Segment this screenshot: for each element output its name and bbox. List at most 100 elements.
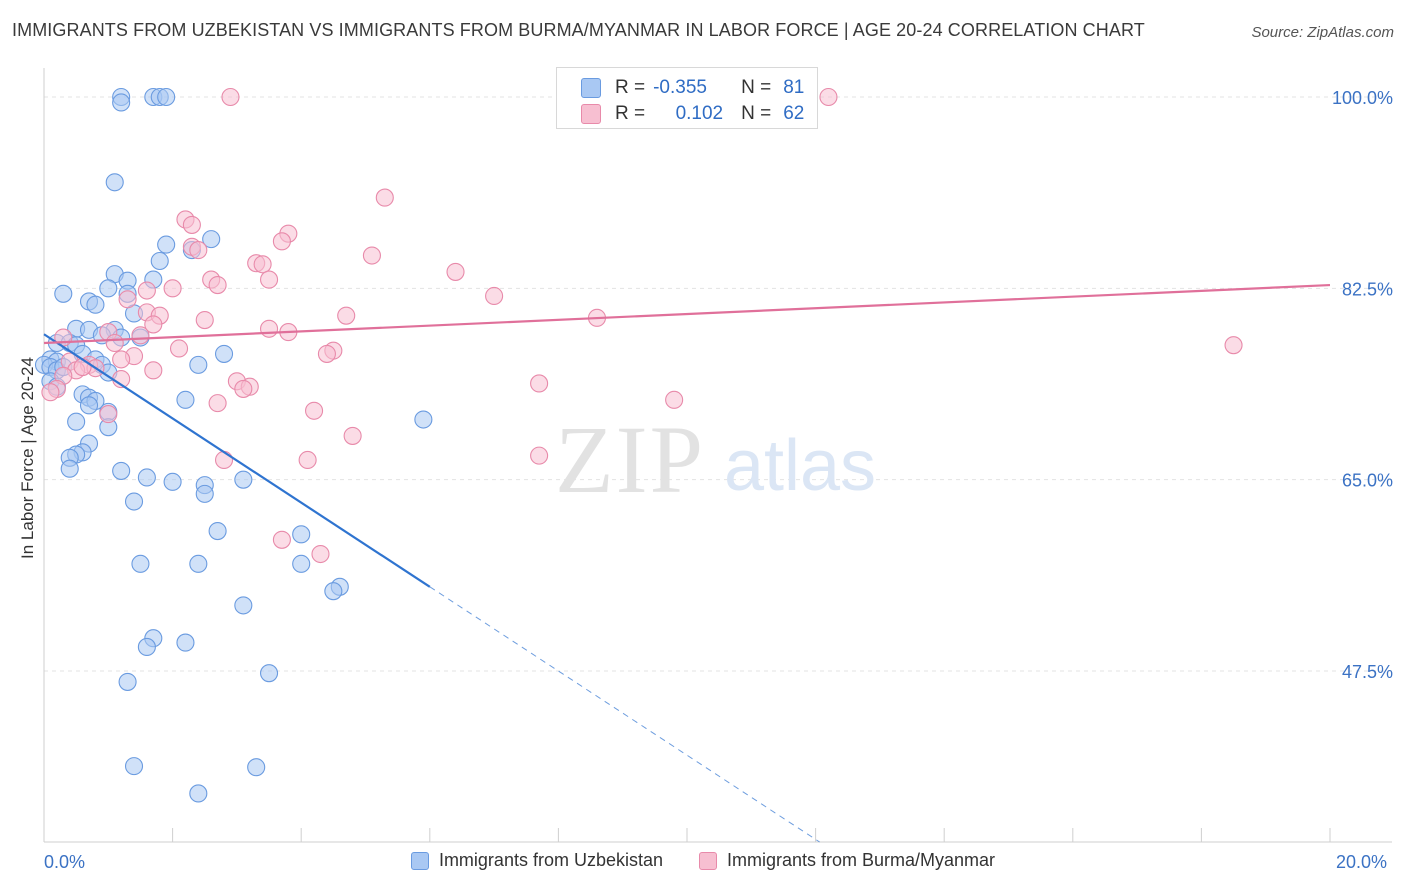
- point-burma: [311, 544, 330, 564]
- r-label: R =: [615, 103, 646, 124]
- point-burma: [105, 333, 124, 353]
- point-burma: [337, 306, 356, 325]
- point-uzbekistan: [67, 412, 86, 431]
- point-uzbekistan: [60, 459, 79, 478]
- chart-source: Source: ZipAtlas.com: [1251, 24, 1394, 41]
- point-uzbekistan: [157, 87, 176, 107]
- series-legend: Immigrants from Uzbekistan Immigrants fr…: [0, 850, 1406, 871]
- point-burma: [819, 87, 838, 107]
- point-uzbekistan: [208, 522, 227, 541]
- point-burma: [485, 286, 504, 306]
- point-burma: [144, 315, 163, 334]
- y-tick-labels: 100.0% 82.5% 65.0% 47.5%: [1332, 88, 1393, 682]
- legend-label-burma: Immigrants from Burma/Myanmar: [727, 850, 996, 870]
- stats-legend: R = -0.355 N = 81 R = 0.102 N = 62: [556, 67, 818, 129]
- point-burma: [208, 276, 227, 295]
- trend-lines: [43, 283, 1331, 843]
- point-uzbekistan: [189, 784, 208, 803]
- stats-row-uzbekistan: R = -0.355 N = 81: [581, 77, 804, 99]
- stats-swatch-burma: [581, 104, 601, 124]
- chart-title: IMMIGRANTS FROM UZBEKISTAN VS IMMIGRANTS…: [12, 20, 1145, 40]
- r-value: 0.102: [675, 103, 724, 124]
- point-burma: [234, 379, 253, 398]
- point-uzbekistan: [79, 396, 99, 415]
- point-burma: [195, 310, 214, 330]
- point-burma: [112, 350, 131, 369]
- n-value: 62: [783, 103, 805, 124]
- point-uzbekistan: [157, 235, 176, 254]
- point-burma: [343, 426, 362, 445]
- axes: [43, 68, 1392, 843]
- n-label: N =: [741, 103, 772, 124]
- point-burma: [189, 241, 208, 260]
- point-uzbekistan: [105, 173, 124, 192]
- point-uzbekistan: [189, 355, 208, 374]
- point-burma: [665, 390, 684, 409]
- point-uzbekistan: [86, 295, 105, 314]
- n-label: N =: [741, 77, 772, 98]
- point-uzbekistan: [99, 279, 118, 298]
- stats-row-burma: R = 0.102 N = 62: [581, 103, 804, 125]
- x-tick-label-max: 20.0%: [1336, 852, 1388, 872]
- point-burma: [272, 232, 291, 251]
- y-tick-label: 65.0%: [1342, 471, 1393, 491]
- point-burma: [118, 290, 137, 309]
- point-uzbekistan: [54, 284, 73, 303]
- point-burma: [99, 405, 118, 424]
- point-uzbekistan: [195, 484, 214, 503]
- point-uzbekistan: [150, 251, 169, 271]
- point-uzbekistan: [163, 472, 182, 491]
- y-axis-label: In Labor Force | Age 20-24: [18, 357, 37, 559]
- stats-swatch-uzbekistan: [581, 78, 601, 98]
- point-burma: [530, 374, 549, 393]
- point-burma: [144, 361, 163, 380]
- data-points: [34, 87, 1243, 803]
- trend-line-burma: [43, 283, 1331, 345]
- point-burma: [259, 319, 279, 338]
- point-burma: [137, 281, 156, 300]
- point-uzbekistan: [137, 468, 156, 487]
- point-uzbekistan: [118, 672, 137, 691]
- point-burma: [208, 394, 227, 413]
- point-burma: [1224, 336, 1243, 355]
- point-uzbekistan: [234, 596, 253, 615]
- point-uzbekistan: [259, 664, 279, 683]
- point-burma: [375, 188, 394, 207]
- point-uzbekistan: [176, 390, 195, 409]
- point-burma: [253, 255, 272, 274]
- point-uzbekistan: [124, 492, 144, 511]
- point-uzbekistan: [214, 344, 234, 363]
- trend-extension-uzbekistan: [429, 586, 820, 843]
- legend-swatch-uzbekistan: [410, 851, 429, 870]
- point-uzbekistan: [124, 757, 144, 776]
- legend-label-uzbekistan: Immigrants from Uzbekistan: [438, 850, 663, 870]
- point-burma: [272, 530, 291, 549]
- watermark-zip: ZIP: [555, 406, 705, 513]
- point-burma: [305, 401, 324, 420]
- r-value: -0.355: [653, 77, 707, 98]
- point-uzbekistan: [247, 758, 266, 777]
- watermark-atlas: atlas: [724, 426, 876, 506]
- point-uzbekistan: [189, 554, 208, 573]
- point-burma: [131, 326, 150, 345]
- r-label: R =: [615, 77, 646, 98]
- y-tick-label: 100.0%: [1332, 88, 1393, 108]
- point-burma: [73, 358, 92, 377]
- point-burma: [221, 87, 240, 107]
- point-burma: [446, 262, 465, 281]
- point-burma: [317, 344, 336, 363]
- point-uzbekistan: [234, 470, 253, 489]
- point-burma: [182, 215, 201, 234]
- point-uzbekistan: [176, 633, 195, 652]
- point-uzbekistan: [292, 525, 311, 544]
- point-burma: [259, 270, 279, 289]
- n-value: 81: [783, 77, 805, 98]
- point-uzbekistan: [137, 637, 156, 656]
- legend-item-uzbekistan: Immigrants from Uzbekistan: [410, 850, 663, 871]
- point-burma: [41, 383, 60, 402]
- point-uzbekistan: [112, 93, 131, 112]
- point-uzbekistan: [202, 230, 221, 249]
- point-uzbekistan: [414, 410, 433, 429]
- y-tick-label: 47.5%: [1342, 662, 1393, 682]
